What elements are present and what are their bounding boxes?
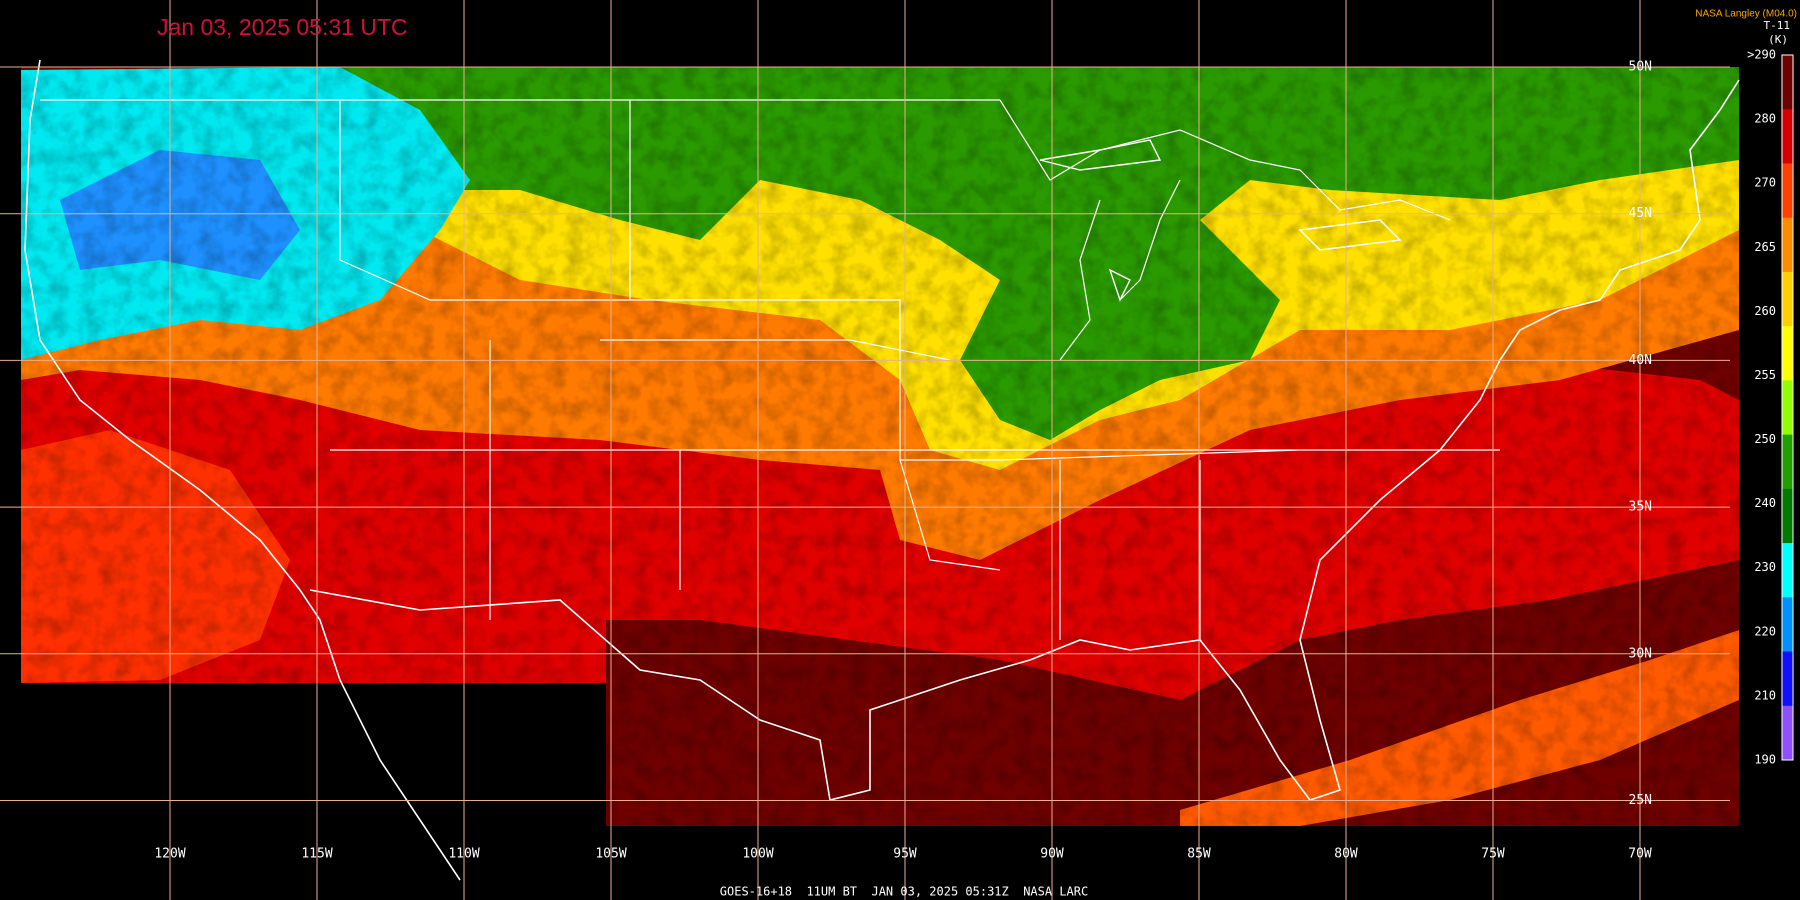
product: T-11 [1764, 19, 1791, 32]
colorbar-segment [1782, 380, 1793, 436]
colorbar-segment [1782, 271, 1793, 327]
colorbar-label: 220 [1754, 624, 1776, 638]
great-lakes [1039, 139, 1402, 302]
colorbar-segment [1782, 163, 1793, 219]
colorbar-segment [1782, 55, 1793, 110]
colorbar-label: 255 [1754, 368, 1776, 382]
colorbar-label: 265 [1754, 240, 1776, 254]
footer: GOES-16+18 11UM BT JAN 03, 2025 05:31Z N… [720, 885, 1088, 899]
credit: NASA Langley (M04.0) [1695, 9, 1797, 20]
colorbar-frame [1781, 54, 1794, 761]
graticule: 120W 115W 110W 105W 100W 95W 90W 85W 80W 75W 70W 50… [0, 0, 1730, 900]
colorbar-label: 190 [1754, 753, 1776, 767]
longitude-label: 90W [1040, 847, 1064, 862]
state-lines [40, 99, 1500, 640]
longitude-label: 70W [1628, 847, 1652, 862]
colorbar-label: >290 [1747, 48, 1776, 62]
west-coastline [24, 59, 461, 881]
longitude-label: 105W [595, 847, 626, 862]
latitude-label: 45N [1629, 206, 1652, 221]
longitude-label: 120W [154, 847, 185, 862]
no-data-area-right [1739, 785, 1800, 900]
colorbar-segment [1782, 543, 1793, 598]
longitude-label: 80W [1334, 847, 1358, 862]
longitude-label: 85W [1187, 847, 1211, 862]
longitude-label: 75W [1481, 847, 1505, 862]
colorbar-segment [1782, 597, 1793, 653]
latitude-label: 30N [1629, 646, 1652, 661]
colorbar-label: 210 [1754, 688, 1776, 702]
colorbar-label: 270 [1754, 176, 1776, 190]
longitude-label: 100W [742, 847, 773, 862]
colorbar-segment [1782, 651, 1793, 707]
unit: (K) [1768, 33, 1788, 46]
timestamp-title: Jan 03, 2025 05:31 UTC [157, 14, 408, 40]
latitude-label: 35N [1629, 500, 1652, 515]
colorbar-segment [1782, 488, 1793, 544]
colorbar-segment [1782, 326, 1793, 381]
colorbar-segment [1782, 434, 1793, 490]
latitude-label: 25N [1629, 793, 1652, 808]
colorbar-label: 280 [1754, 112, 1776, 126]
latitude-label: 40N [1629, 353, 1652, 368]
longitude-label: 110W [448, 847, 479, 862]
colorbar-label: 260 [1754, 304, 1776, 318]
colorbar-segment [1782, 109, 1793, 164]
longitude-label: 115W [301, 847, 332, 862]
colorbar: >290 280 270 265 260 255 250 240 230 220 210 190 [1747, 48, 1794, 767]
colorbar-segment [1782, 217, 1793, 273]
latitude-label: 50N [1629, 60, 1652, 75]
colorbar-segment [1782, 705, 1793, 761]
colorbar-label: 250 [1754, 432, 1776, 446]
longitude-label: 95W [893, 847, 917, 862]
imagery [0, 67, 1800, 900]
colorbar-label: 230 [1754, 560, 1776, 574]
colorbar-label: 240 [1754, 496, 1776, 510]
no-data-area [0, 683, 606, 900]
